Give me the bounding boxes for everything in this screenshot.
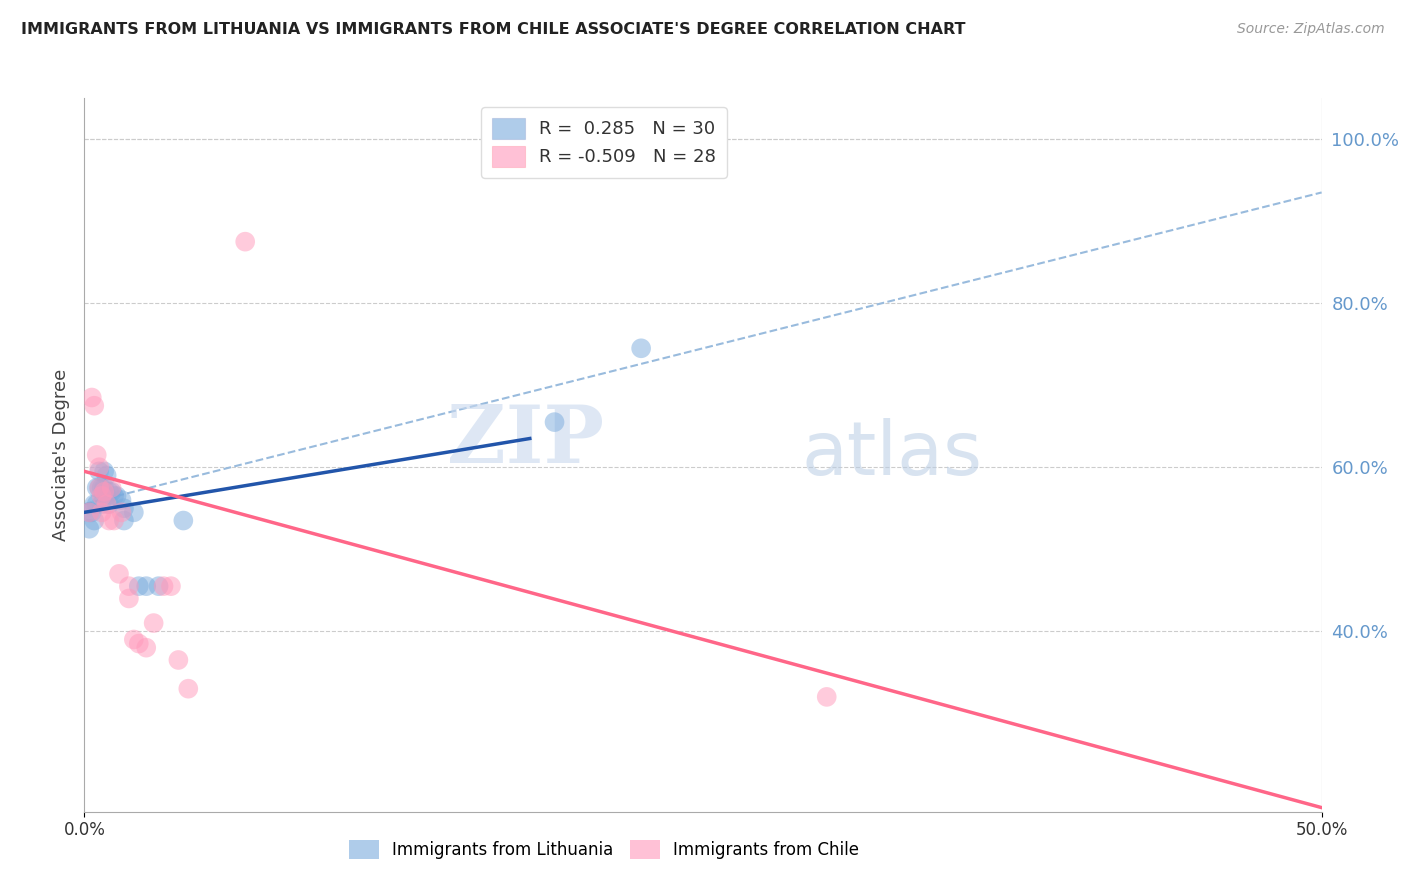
Point [128,636,150,650]
Text: IMMIGRANTS FROM LITHUANIA VS IMMIGRANTS FROM CHILE ASSOCIATE'S DEGREE CORRELATIO: IMMIGRANTS FROM LITHUANIA VS IMMIGRANTS … [21,22,966,37]
Point [630,341,652,355]
Point [90,489,112,503]
Point [148,579,170,593]
Point [93,481,115,495]
Point [152,579,174,593]
Point [89,481,111,495]
Point [112,514,135,528]
Text: ZIP: ZIP [447,401,605,480]
Point [89,481,111,495]
Point [98,497,121,511]
Point [160,579,183,593]
Point [86,497,108,511]
Point [100,484,122,499]
Point [112,501,135,516]
Point [98,484,121,499]
Point [118,591,141,606]
Point [86,448,108,462]
Point [103,489,125,503]
Point [815,690,838,704]
Point [83,497,105,511]
Point [105,489,128,503]
Point [100,481,122,495]
Point [108,566,131,581]
Point [79,505,101,519]
Point [142,616,165,631]
Y-axis label: Associate's Degree: Associate's Degree [52,368,70,541]
Point [79,522,101,536]
Point [83,399,105,413]
Point [96,497,118,511]
Point [83,514,105,528]
Point [86,481,108,495]
Text: atlas: atlas [801,418,983,491]
Point [135,579,157,593]
Point [79,505,101,519]
Point [135,640,157,655]
Point [543,415,565,429]
Legend: Immigrants from Lithuania, Immigrants from Chile: Immigrants from Lithuania, Immigrants fr… [340,831,868,868]
Point [110,505,132,519]
Point [90,505,112,519]
Point [233,235,256,249]
Point [96,489,118,503]
Point [90,497,112,511]
Point [96,468,118,483]
Point [110,493,132,508]
Text: Source: ZipAtlas.com: Source: ZipAtlas.com [1237,22,1385,37]
Point [93,484,115,499]
Point [90,481,112,495]
Point [177,681,200,696]
Point [122,632,145,647]
Point [89,460,111,475]
Point [118,579,141,593]
Point [103,514,125,528]
Point [98,514,121,528]
Point [122,505,145,519]
Point [172,514,194,528]
Point [128,579,150,593]
Point [89,464,111,478]
Point [93,464,115,478]
Point [167,653,190,667]
Point [80,391,103,405]
Point [80,505,103,519]
